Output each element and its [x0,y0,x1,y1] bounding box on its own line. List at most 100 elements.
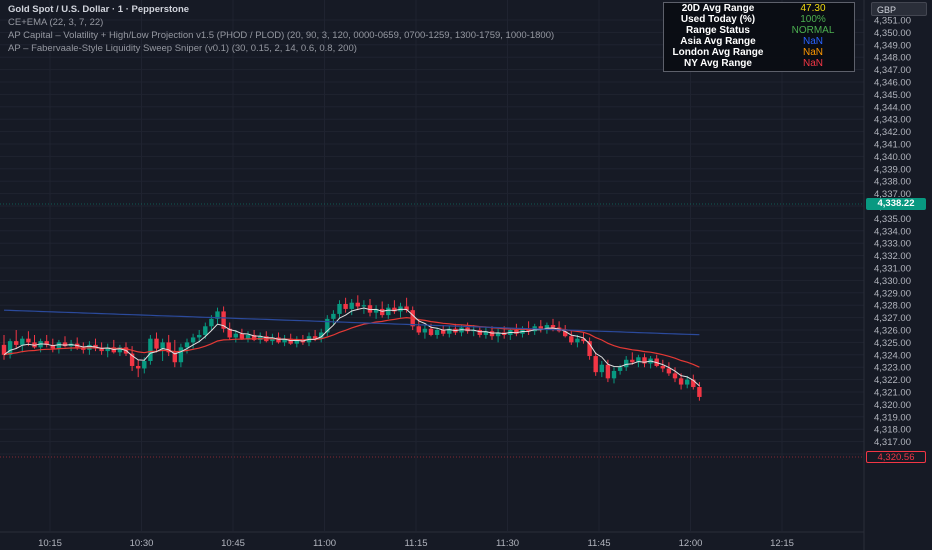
x-tick-label: 12:15 [770,538,794,549]
candle-body [581,338,586,342]
candle-body [434,330,440,335]
y-tick-label: 4,322.00 [874,375,911,386]
candle-body [203,326,208,335]
x-tick-label: 10:15 [38,538,62,549]
y-tick-label: 4,325.00 [874,338,911,349]
y-tick-label: 4,318.00 [874,425,911,436]
y-tick-label: 4,349.00 [874,40,911,51]
candle-body [184,342,190,348]
indicator-volatility-projection[interactable]: AP Capital – Volatility + High/Low Proje… [8,30,555,41]
stats-label: London Avg Range [672,47,764,58]
y-tick-label: 4,319.00 [874,412,911,423]
stats-value: 47.30 [800,3,826,14]
candle-body [99,348,104,352]
candle-body [245,334,251,339]
y-tick-label: 4,321.00 [874,388,911,399]
y-tick-label: 4,317.00 [874,437,911,448]
candle-body [221,311,226,329]
candle-body [239,333,245,339]
y-tick-label: 4,339.00 [874,164,911,175]
candle-body [685,379,690,385]
candle-body [288,338,293,344]
candle-body [587,341,592,357]
stats-label: NY Avg Range [684,58,752,69]
candle-body [428,328,434,335]
y-tick-label: 4,337.00 [874,189,911,200]
stats-label: Asia Avg Range [680,36,756,47]
x-tick-label: 11:00 [313,538,336,549]
y-tick-label: 4,350.00 [874,28,911,39]
y-tick-label: 4,332.00 [874,251,911,262]
x-tick-label: 12:00 [679,538,703,549]
x-tick-label: 11:15 [404,538,427,549]
candle-body [367,305,373,313]
last-price-tag: 4,338.22 [866,198,926,210]
candle-body [599,364,604,373]
candle-body [312,336,318,339]
candle-body [148,338,153,361]
stats-row: NY Avg Range NaN [664,58,854,69]
candle-body [105,347,110,352]
y-tick-label: 4,340.00 [874,152,911,163]
candle-body [325,318,330,333]
candle-body [294,339,299,344]
stats-value: 100% [800,14,826,25]
stats-label: Used Today (%) [680,14,756,25]
candle-body [642,357,647,364]
y-tick-label: 4,346.00 [874,78,911,89]
candle-body [538,326,543,330]
candle-body [392,307,397,312]
candle-body [178,347,184,363]
candle-body [575,338,580,343]
candle-body [361,305,367,307]
candle-body [1,344,7,355]
candle-body [447,328,452,334]
candle-body [14,341,19,345]
y-tick-label: 4,342.00 [874,127,911,138]
currency-button[interactable]: GBP [871,2,927,16]
candle-body [636,357,641,363]
chart-legend: Gold Spot / U.S. Dollar · 1 · Pepperston… [8,3,554,55]
y-tick-label: 4,345.00 [874,90,911,101]
indicator-ce-ema[interactable]: CE+EMA (22, 3, 7, 22) [8,17,104,28]
current-price-tag: 4,320.56 [866,451,926,463]
candle-body [337,303,342,314]
stats-row: London Avg Range NaN [664,47,854,58]
candle-body [617,367,623,371]
x-tick-label: 10:45 [221,538,245,549]
candle-body [495,332,501,337]
candle-body [660,365,665,369]
candle-body [605,364,611,379]
candle-body [190,337,196,343]
candle-body [129,353,135,366]
y-tick-label: 4,330.00 [874,276,911,287]
y-tick-label: 4,333.00 [874,239,911,250]
stats-value: NaN [802,36,823,47]
indicator-liquidity-sweep[interactable]: AP – Fabervaale-Style Liquidity Sweep Sn… [8,43,357,54]
candle-body [355,302,360,307]
candle-body [611,370,617,379]
candle-body [172,352,177,363]
candle-body [44,341,49,345]
candle-body [691,379,696,388]
candle-body [258,336,263,340]
candle-body [26,338,31,343]
y-tick-label: 4,344.00 [874,102,911,113]
candle-body [471,330,476,332]
stats-row: 20D Avg Range 47.30 [664,3,854,14]
candle-body [666,368,672,374]
y-tick-label: 4,326.00 [874,326,911,337]
y-tick-label: 4,331.00 [874,264,911,275]
candle-body [7,341,13,355]
candle-body [160,342,165,349]
y-tick-label: 4,347.00 [874,65,911,76]
stats-value: NaN [802,58,823,69]
ema-fast-line [3,307,700,387]
stats-row: Asia Avg Range NaN [664,36,854,47]
candle-body [343,303,348,309]
y-tick-label: 4,338.00 [874,177,911,188]
symbol-title[interactable]: Gold Spot / U.S. Dollar · 1 · Pepperston… [8,4,190,15]
x-tick-label: 11:30 [496,538,519,549]
candle-body [349,302,354,309]
